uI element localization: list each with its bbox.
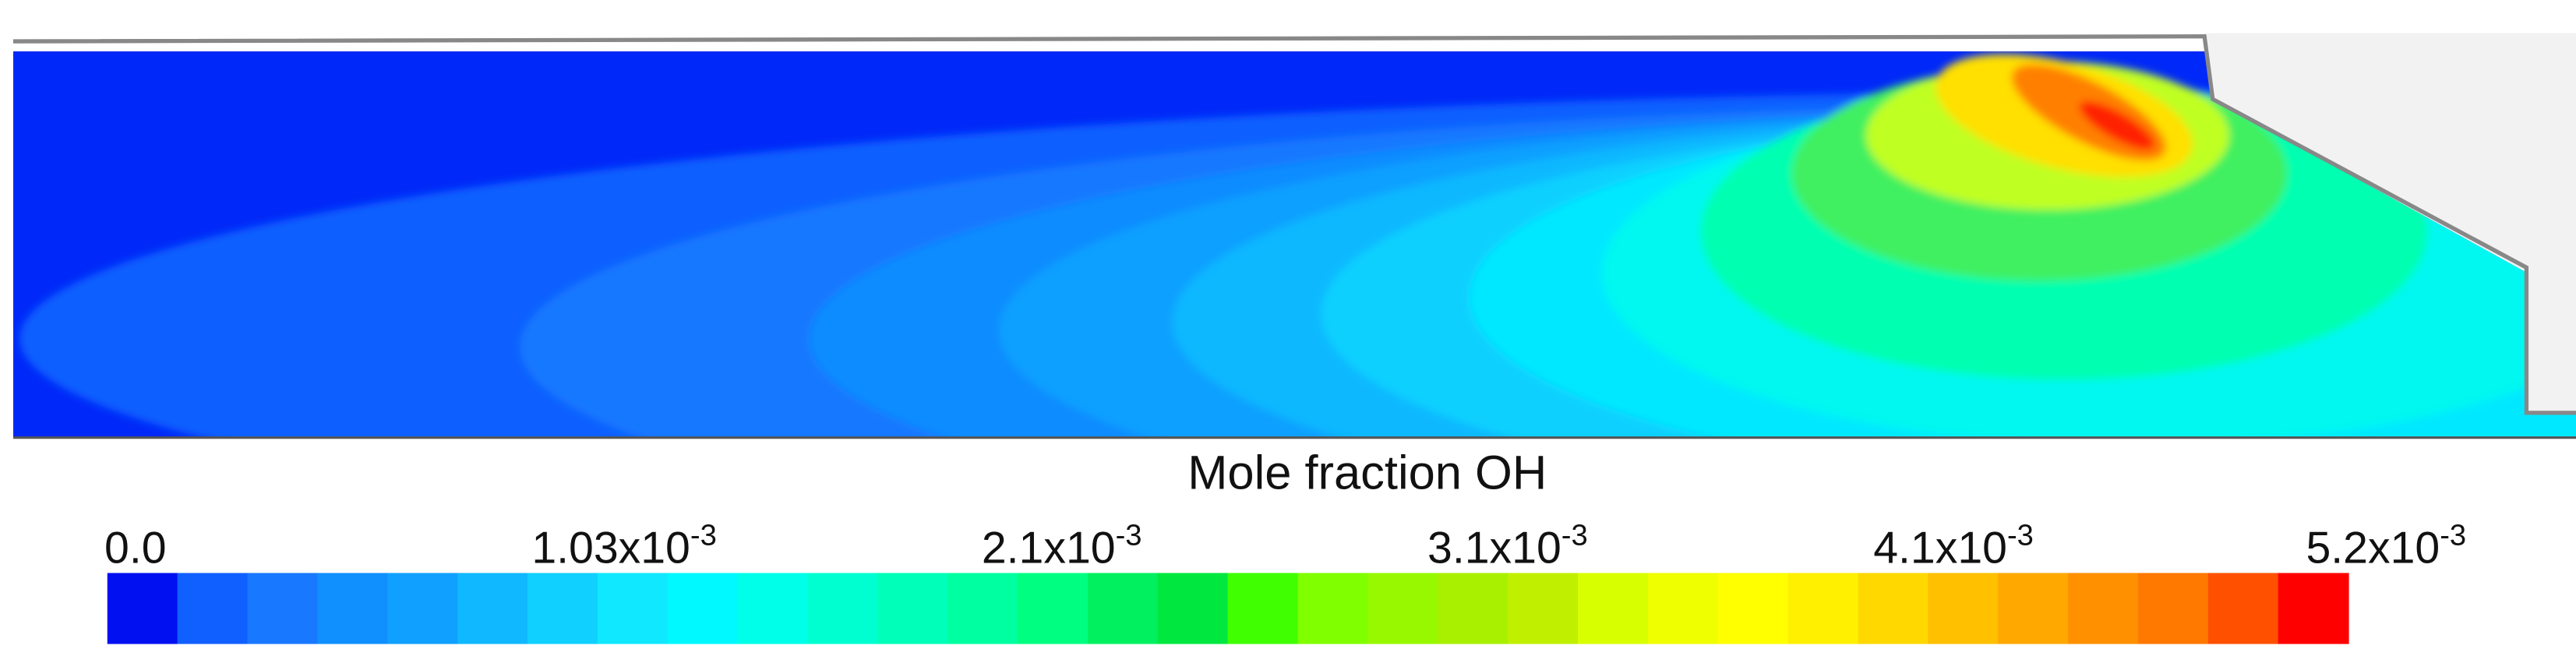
colorbar-swatch	[2137, 573, 2209, 644]
colorbar-swatch	[1647, 573, 1719, 644]
tick-mantissa: 2.1x10	[982, 524, 1116, 573]
tick-mantissa: 3.1x10	[1427, 524, 1561, 573]
colorbar-swatch	[1367, 573, 1439, 644]
colorbar-swatch	[177, 573, 249, 644]
colorbar-swatch	[1858, 573, 1929, 644]
colorbar-swatch	[2278, 573, 2349, 644]
tick-label: 2.1x10-3	[982, 518, 1142, 573]
colorbar-swatch	[1508, 573, 1579, 644]
contour-field	[12, 51, 2576, 438]
tick-mantissa: 1.03x10	[531, 524, 690, 573]
colorbar-swatch	[317, 573, 389, 644]
colorbar-swatch	[2207, 573, 2279, 644]
colorbar-swatch	[1227, 573, 1299, 644]
colorbar-swatch	[807, 573, 879, 644]
colorbar-swatch	[1998, 573, 2070, 644]
colorbar-swatch	[1577, 573, 1649, 644]
colorbar-swatch	[247, 573, 319, 644]
colorbar-title: Mole fraction OH	[1187, 446, 1547, 499]
colorbar-swatch	[1297, 573, 1369, 644]
tick-exponent: -3	[1116, 518, 1142, 552]
tick-label: 0.0	[104, 524, 167, 573]
tick-mantissa: 5.2x10	[2306, 524, 2440, 573]
tick-mantissa: 4.1x10	[1873, 524, 2007, 573]
colorbar-swatch	[2068, 573, 2139, 644]
colorbar-swatch	[597, 573, 669, 644]
colorbar-swatch	[737, 573, 809, 644]
colorbar-swatch	[667, 573, 739, 644]
tick-label: 3.1x10-3	[1427, 518, 1588, 573]
wall	[12, 34, 2576, 415]
contour-band	[2079, 101, 2155, 150]
tick-exponent: -3	[1561, 518, 1588, 552]
tick-label: 5.2x10-3	[2306, 518, 2466, 573]
tick-exponent: -3	[2007, 518, 2034, 552]
colorbar-swatch	[947, 573, 1019, 644]
colorbar-swatch	[1157, 573, 1229, 644]
colorbar-swatch	[107, 573, 178, 644]
colorbar	[107, 573, 2349, 644]
colorbar-swatch	[1087, 573, 1159, 644]
colorbar-swatch	[457, 573, 529, 644]
colorbar-swatch	[877, 573, 949, 644]
colorbar-swatch	[527, 573, 598, 644]
tick-exponent: -3	[690, 518, 717, 552]
tick-label: 1.03x10-3	[531, 518, 716, 573]
tick-exponent: -3	[2440, 518, 2466, 552]
colorbar-swatch	[1928, 573, 1999, 644]
colorbar-ticks: 0.0 1.03x10-3 2.1x10-3 3.1x10-3 4.1x10-3 5.2x…	[104, 518, 2466, 573]
colorbar-swatch	[1438, 573, 1509, 644]
tick-label: 4.1x10-3	[1873, 518, 2034, 573]
colorbar-swatch	[1787, 573, 1859, 644]
colorbar-swatch	[1717, 573, 1789, 644]
colorbar-swatch	[387, 573, 459, 644]
colorbar-swatch	[1018, 573, 1089, 644]
